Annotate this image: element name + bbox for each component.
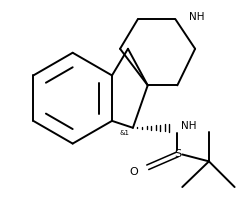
Text: &1: &1	[120, 130, 130, 136]
Text: NH: NH	[188, 12, 204, 22]
Text: O: O	[128, 167, 137, 177]
Text: NH: NH	[180, 121, 196, 131]
Text: S: S	[173, 149, 180, 159]
